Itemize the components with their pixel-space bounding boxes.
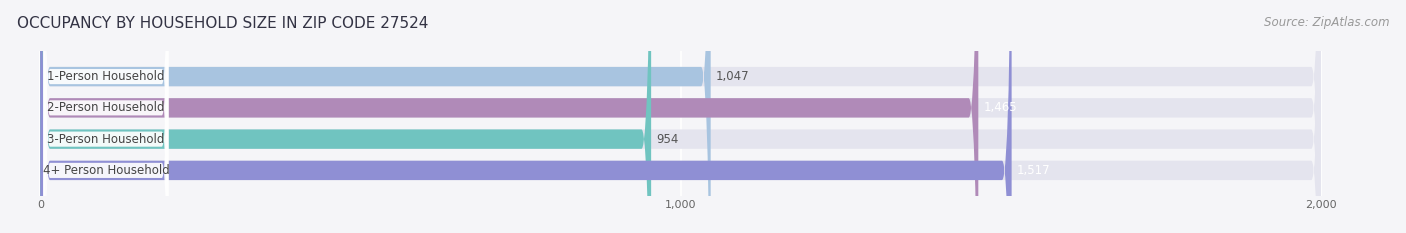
FancyBboxPatch shape <box>41 0 651 233</box>
FancyBboxPatch shape <box>41 0 1012 233</box>
Text: 954: 954 <box>657 133 679 146</box>
Text: Source: ZipAtlas.com: Source: ZipAtlas.com <box>1264 16 1389 29</box>
FancyBboxPatch shape <box>44 0 169 233</box>
Text: 1,465: 1,465 <box>983 101 1017 114</box>
FancyBboxPatch shape <box>41 0 1320 233</box>
Text: 3-Person Household: 3-Person Household <box>48 133 165 146</box>
FancyBboxPatch shape <box>44 0 169 233</box>
FancyBboxPatch shape <box>41 0 1320 233</box>
Text: 2-Person Household: 2-Person Household <box>48 101 165 114</box>
FancyBboxPatch shape <box>44 0 169 233</box>
FancyBboxPatch shape <box>41 0 1320 233</box>
Text: 4+ Person Household: 4+ Person Household <box>42 164 169 177</box>
FancyBboxPatch shape <box>41 0 1320 233</box>
Text: OCCUPANCY BY HOUSEHOLD SIZE IN ZIP CODE 27524: OCCUPANCY BY HOUSEHOLD SIZE IN ZIP CODE … <box>17 16 429 31</box>
Text: 1-Person Household: 1-Person Household <box>48 70 165 83</box>
FancyBboxPatch shape <box>41 0 979 233</box>
FancyBboxPatch shape <box>41 0 710 233</box>
Text: 1,517: 1,517 <box>1017 164 1050 177</box>
FancyBboxPatch shape <box>44 0 169 233</box>
Text: 1,047: 1,047 <box>716 70 749 83</box>
